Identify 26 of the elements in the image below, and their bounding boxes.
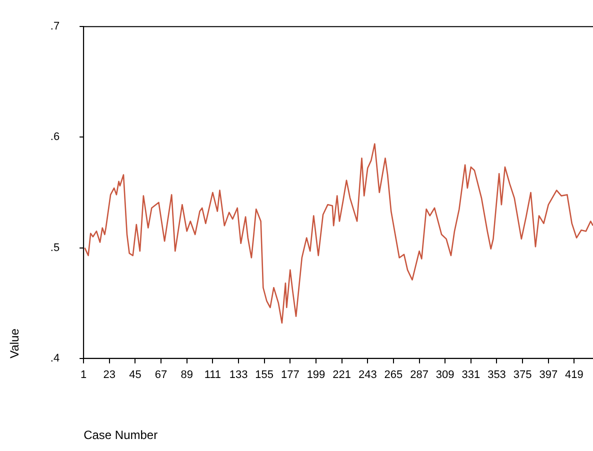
x-tick-label: 177 [280,369,300,382]
x-tick-label: 331 [462,369,480,382]
x-tick-label: 221 [332,369,351,382]
x-tick-label: 353 [488,369,506,382]
x-tick-label: 1 [80,369,87,382]
x-tick-label: 133 [229,369,248,382]
x-axis-title: Case Number [84,428,158,442]
x-tick-label: 243 [358,369,377,382]
y-tick-label: .7 [50,20,60,33]
x-tick-label: 199 [306,369,326,382]
y-tick-label: .5 [50,242,60,254]
x-tick-label: 375 [513,369,532,382]
x-tick-label: 265 [384,369,403,382]
x-tick-label: 155 [255,369,274,382]
x-tick-label: 67 [154,369,168,382]
x-tick-label: 23 [103,369,116,382]
y-axis-title: Value [8,328,22,358]
x-tick-label: 287 [410,369,428,382]
x-tick-label: 309 [436,369,454,382]
x-tick-label: 419 [565,369,584,382]
x-tick-label: 397 [539,369,558,382]
y-tick-label: .4 [50,352,60,364]
x-tick-label: 45 [129,369,142,382]
y-tick-label: .6 [50,131,60,144]
x-tick-label: 111 [204,369,222,382]
x-tick-label: 89 [180,369,193,382]
